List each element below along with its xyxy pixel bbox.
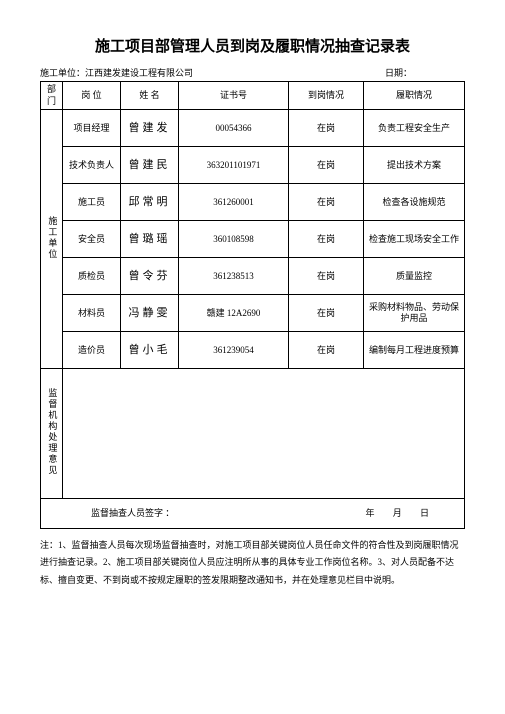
- signature-label: 监督抽查人员签字 ：: [91, 508, 174, 518]
- attendance-cell: 在岗: [289, 332, 364, 369]
- name-cell: 曾建民: [121, 147, 179, 184]
- supervision-label: 监督机构处理意见: [46, 388, 58, 476]
- attendance-cell: 在岗: [289, 221, 364, 258]
- duty-cell: 质量监控: [364, 258, 465, 295]
- duty-cell: 编制每月工程进度预算: [364, 332, 465, 369]
- cert-cell: 361260001: [179, 184, 289, 221]
- name-cell: 曾璐瑶: [121, 221, 179, 258]
- attendance-cell: 在岗: [289, 295, 364, 332]
- table-row: 施工单位 项目经理 曾建发 00054366 在岗 负责工程安全生产: [41, 110, 465, 147]
- duty-cell: 检查施工现场安全工作: [364, 221, 465, 258]
- signature-date: 年 月 日: [365, 508, 462, 520]
- name-cell: 冯静雯: [121, 295, 179, 332]
- header-attendance: 到岗情况: [289, 82, 364, 110]
- position-cell: 项目经理: [63, 110, 121, 147]
- duty-cell: 检查各设施规范: [364, 184, 465, 221]
- table-header-row: 部门 岗 位 姓 名 证书号 到岗情况 履职情况: [41, 82, 465, 110]
- header-position: 岗 位: [63, 82, 121, 110]
- signature-cell: 监督抽查人员签字 ： 年 月 日: [41, 499, 465, 529]
- position-cell: 施工员: [63, 184, 121, 221]
- supervision-label-cell: 监督机构处理意见: [41, 369, 63, 499]
- attendance-cell: 在岗: [289, 147, 364, 184]
- table-row: 安全员 曾璐瑶 360108598 在岗 检查施工现场安全工作: [41, 221, 465, 258]
- notes-text: 注：1、监督抽查人员每次现场监督抽查时，对施工项目部关键岗位人员任命文件的符合性…: [40, 537, 465, 588]
- construction-unit: 施工单位：江西建发建设工程有限公司: [40, 66, 385, 79]
- dept-label: 施工单位: [46, 216, 58, 260]
- position-cell: 造价员: [63, 332, 121, 369]
- header-duty: 履职情况: [364, 82, 465, 110]
- duty-cell: 提出技术方案: [364, 147, 465, 184]
- document-page: 施工项目部管理人员到岗及履职情况抽查记录表 施工单位：江西建发建设工程有限公司 …: [0, 0, 505, 714]
- header-dept: 部门: [41, 82, 63, 110]
- meta-row: 施工单位：江西建发建设工程有限公司 日期：: [40, 66, 465, 79]
- table-row: 施工员 邱常明 361260001 在岗 检查各设施规范: [41, 184, 465, 221]
- cert-cell: 360108598: [179, 221, 289, 258]
- header-name: 姓 名: [121, 82, 179, 110]
- inspection-table: 部门 岗 位 姓 名 证书号 到岗情况 履职情况 施工单位 项目经理 曾建发 0…: [40, 81, 465, 529]
- supervision-row: 监督机构处理意见: [41, 369, 465, 499]
- table-row: 质检员 曾令芬 361238513 在岗 质量监控: [41, 258, 465, 295]
- duty-cell: 采购材料物品、劳动保护用品: [364, 295, 465, 332]
- document-title: 施工项目部管理人员到岗及履职情况抽查记录表: [40, 35, 465, 56]
- date-label: 日期：: [385, 66, 465, 79]
- name-cell: 曾令芬: [121, 258, 179, 295]
- header-cert: 证书号: [179, 82, 289, 110]
- attendance-cell: 在岗: [289, 110, 364, 147]
- signature-row: 监督抽查人员签字 ： 年 月 日: [41, 499, 465, 529]
- unit-label: 施工单位：: [40, 68, 85, 78]
- table-row: 材料员 冯静雯 赣建 12A2690 在岗 采购材料物品、劳动保护用品: [41, 295, 465, 332]
- table-row: 技术负责人 曾建民 363201101971 在岗 提出技术方案: [41, 147, 465, 184]
- supervision-content: [63, 369, 465, 499]
- cert-cell: 361238513: [179, 258, 289, 295]
- cert-cell: 361239054: [179, 332, 289, 369]
- name-cell: 曾小毛: [121, 332, 179, 369]
- cert-cell: 00054366: [179, 110, 289, 147]
- position-cell: 材料员: [63, 295, 121, 332]
- name-cell: 邱常明: [121, 184, 179, 221]
- position-cell: 质检员: [63, 258, 121, 295]
- cert-cell: 赣建 12A2690: [179, 295, 289, 332]
- name-cell: 曾建发: [121, 110, 179, 147]
- unit-value: 江西建发建设工程有限公司: [85, 68, 193, 78]
- duty-cell: 负责工程安全生产: [364, 110, 465, 147]
- position-cell: 技术负责人: [63, 147, 121, 184]
- attendance-cell: 在岗: [289, 184, 364, 221]
- position-cell: 安全员: [63, 221, 121, 258]
- attendance-cell: 在岗: [289, 258, 364, 295]
- cert-cell: 363201101971: [179, 147, 289, 184]
- dept-cell: 施工单位: [41, 110, 63, 369]
- table-row: 造价员 曾小毛 361239054 在岗 编制每月工程进度预算: [41, 332, 465, 369]
